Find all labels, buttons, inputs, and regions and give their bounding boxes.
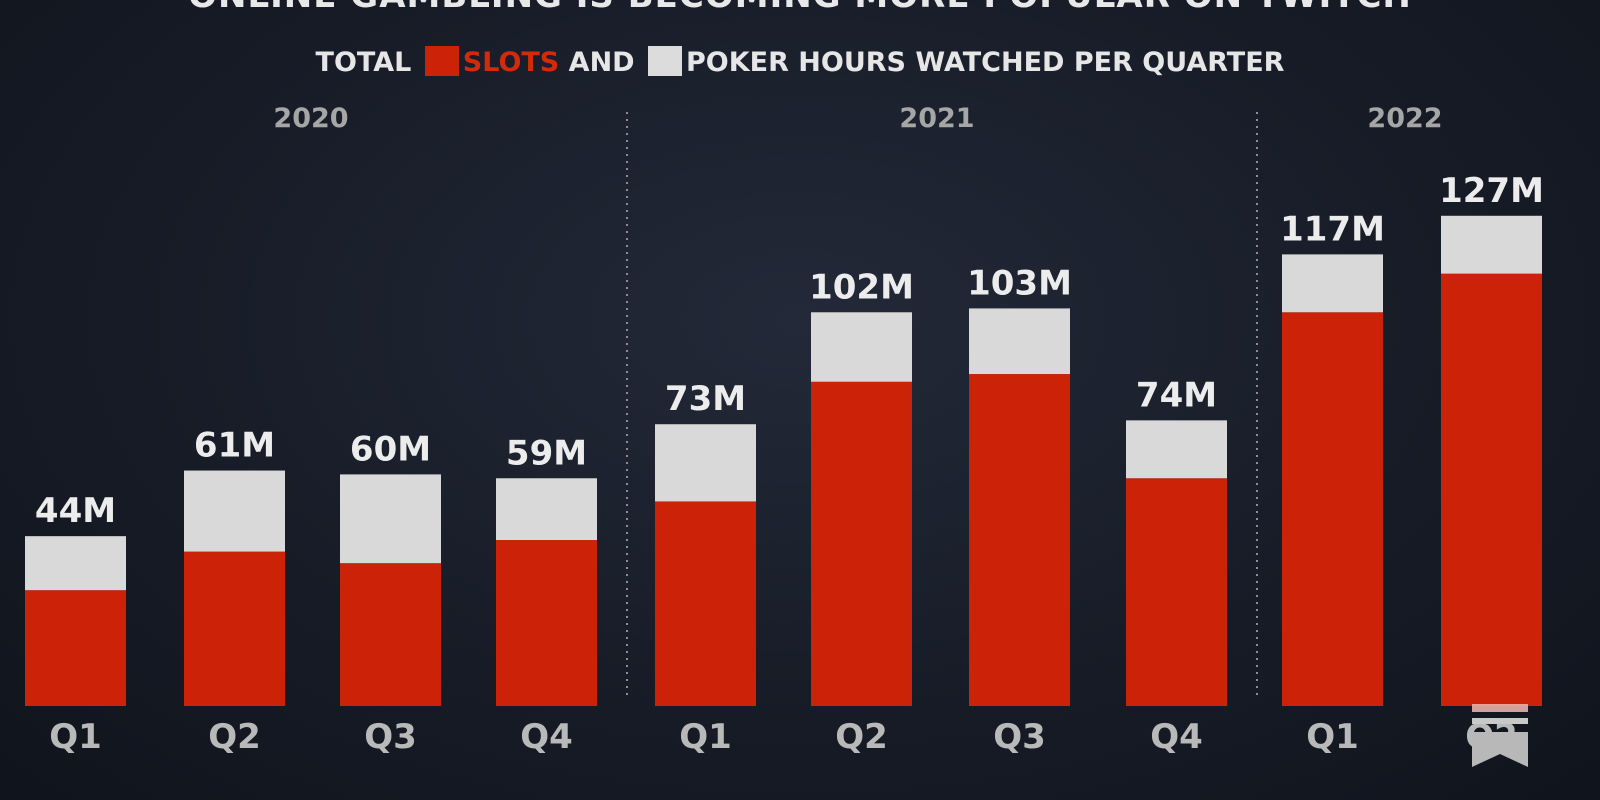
bar-poker xyxy=(1441,215,1542,274)
legend-swatch-poker xyxy=(647,46,682,76)
x-tick-label: Q4 xyxy=(1150,717,1203,757)
bar-poker xyxy=(25,536,126,591)
data-label: 73M xyxy=(665,379,746,419)
legend-swatch-slots xyxy=(424,46,459,76)
legend-slots: SLOTS xyxy=(462,47,560,78)
x-tick-label: Q1 xyxy=(1306,717,1359,757)
bar-poker xyxy=(184,470,285,552)
bar-poker xyxy=(811,312,912,382)
bar-poker xyxy=(496,478,597,541)
bookmark-icon[interactable] xyxy=(1472,704,1528,767)
year-label: 2020 xyxy=(273,103,348,134)
data-label: 103M xyxy=(967,263,1072,303)
legend-poker: POKER HOURS WATCHED PER QUARTER xyxy=(685,47,1285,78)
x-tick-label: Q2 xyxy=(208,717,261,757)
chart-title: ONLINE GAMBLING IS BECOMING MORE POPULAR… xyxy=(0,0,1600,16)
bar-poker xyxy=(969,308,1070,375)
year-label: 2022 xyxy=(1367,103,1442,134)
data-label: 127M xyxy=(1439,171,1544,211)
bar-slots xyxy=(811,381,912,706)
x-tick-label: Q3 xyxy=(364,717,417,757)
bar-poker xyxy=(340,474,441,564)
data-label: 117M xyxy=(1280,209,1385,249)
x-tick-label: Q4 xyxy=(520,717,573,757)
year-label: 2021 xyxy=(899,103,974,134)
bar-slots xyxy=(655,501,756,706)
x-tick-label: Q3 xyxy=(993,717,1046,757)
data-label: 61M xyxy=(194,426,275,466)
x-tick-label: Q1 xyxy=(679,717,732,757)
bar-poker xyxy=(655,424,756,502)
legend: TOTAL SLOTS AND POKER HOURS WATCHED PER … xyxy=(0,46,1600,78)
bar-slots xyxy=(496,540,597,706)
bar-slots xyxy=(969,374,1070,706)
data-label: 74M xyxy=(1136,375,1217,415)
data-label: 59M xyxy=(506,433,587,473)
bar-slots xyxy=(184,551,285,706)
x-tick-label: Q1 xyxy=(49,717,102,757)
bar-slots xyxy=(340,563,441,706)
bar-slots xyxy=(1126,478,1227,706)
data-label: 102M xyxy=(809,267,914,307)
bar-poker xyxy=(1282,254,1383,313)
data-label: 60M xyxy=(350,429,431,469)
legend-and: AND xyxy=(568,47,635,78)
legend-prefix: TOTAL xyxy=(315,47,412,78)
bar-slots xyxy=(1441,273,1542,706)
data-label: 44M xyxy=(35,491,116,531)
bar-poker xyxy=(1126,420,1227,479)
bar-slots xyxy=(1282,312,1383,706)
x-tick-label: Q2 xyxy=(835,717,888,757)
bar-slots xyxy=(25,590,126,706)
